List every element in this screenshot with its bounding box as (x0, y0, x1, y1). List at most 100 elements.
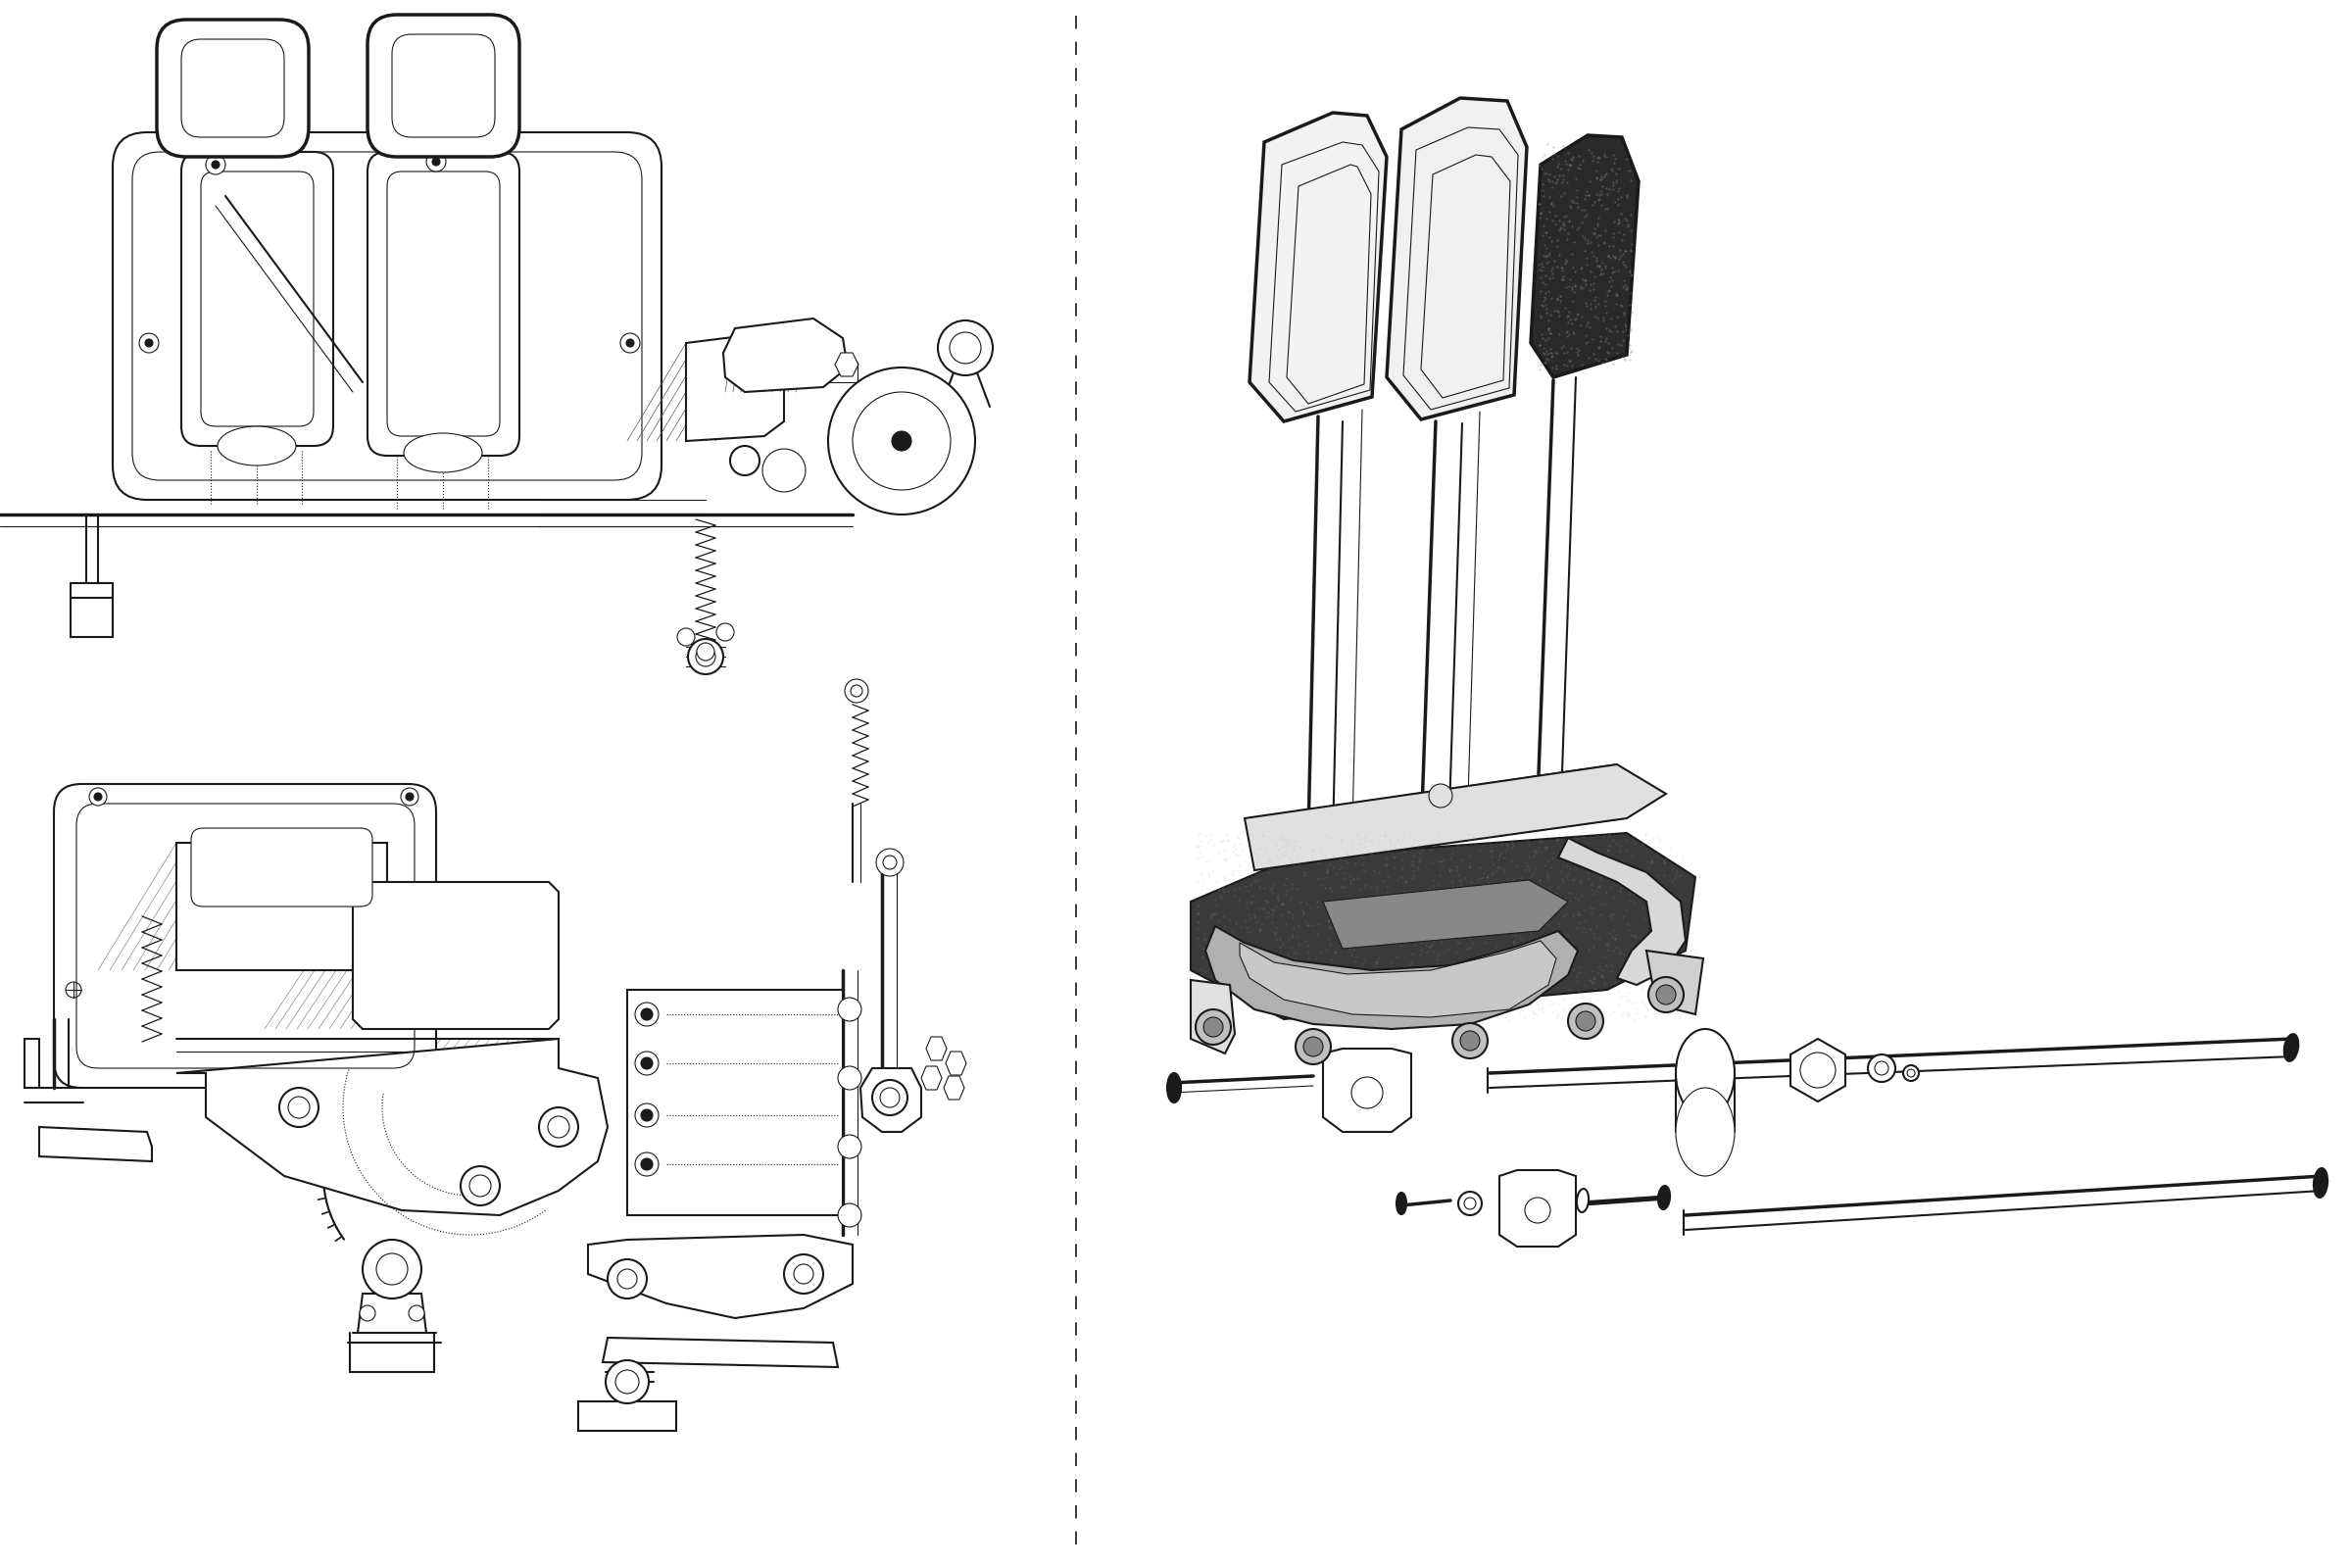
Circle shape (635, 1152, 659, 1176)
Ellipse shape (1658, 1185, 1670, 1209)
Polygon shape (835, 353, 858, 376)
FancyBboxPatch shape (158, 19, 308, 157)
Circle shape (837, 1135, 861, 1159)
Polygon shape (588, 1236, 854, 1319)
Polygon shape (1501, 1170, 1576, 1247)
Circle shape (1303, 1036, 1322, 1057)
Circle shape (891, 431, 913, 452)
Circle shape (360, 1305, 376, 1320)
Circle shape (1204, 1018, 1223, 1036)
Circle shape (1576, 1011, 1595, 1032)
Polygon shape (861, 1068, 922, 1132)
Ellipse shape (219, 426, 296, 466)
Circle shape (844, 679, 868, 702)
Ellipse shape (1675, 1088, 1736, 1176)
Polygon shape (1531, 135, 1639, 378)
Circle shape (621, 334, 640, 353)
Polygon shape (1249, 113, 1388, 422)
Circle shape (873, 1080, 908, 1115)
Circle shape (1649, 977, 1684, 1013)
Polygon shape (1646, 950, 1703, 1014)
Circle shape (783, 1254, 823, 1294)
Circle shape (212, 162, 219, 168)
Circle shape (640, 1057, 654, 1069)
Circle shape (837, 997, 861, 1021)
Ellipse shape (1576, 1189, 1588, 1212)
Polygon shape (579, 1402, 677, 1430)
Polygon shape (1190, 980, 1235, 1054)
FancyBboxPatch shape (54, 784, 435, 1088)
Circle shape (677, 629, 694, 646)
Bar (823, 362, 858, 383)
Circle shape (635, 1002, 659, 1025)
Polygon shape (1207, 927, 1578, 1029)
Circle shape (280, 1088, 318, 1127)
Polygon shape (1190, 833, 1696, 1019)
Polygon shape (946, 1052, 967, 1076)
Circle shape (938, 320, 993, 375)
Polygon shape (1559, 837, 1686, 985)
Polygon shape (1240, 941, 1557, 1018)
Polygon shape (943, 1076, 964, 1099)
Polygon shape (1244, 765, 1665, 870)
FancyBboxPatch shape (367, 152, 520, 456)
Circle shape (1454, 1022, 1489, 1058)
Circle shape (762, 448, 804, 492)
Polygon shape (687, 334, 783, 441)
Ellipse shape (2284, 1033, 2298, 1062)
Circle shape (1903, 1065, 1919, 1080)
Circle shape (635, 1104, 659, 1127)
Circle shape (409, 1305, 423, 1320)
Circle shape (729, 445, 760, 475)
Polygon shape (353, 881, 560, 1029)
FancyBboxPatch shape (367, 14, 520, 157)
Circle shape (1430, 784, 1454, 808)
Circle shape (837, 1066, 861, 1090)
FancyBboxPatch shape (181, 152, 334, 445)
Circle shape (1799, 1052, 1835, 1088)
Circle shape (539, 1107, 579, 1146)
Circle shape (207, 155, 226, 174)
Bar (176, 844, 388, 971)
Polygon shape (927, 1036, 946, 1060)
Circle shape (689, 640, 724, 674)
Circle shape (626, 339, 635, 347)
Bar (24, 1038, 40, 1088)
Circle shape (362, 1240, 421, 1298)
Circle shape (1656, 985, 1675, 1005)
Circle shape (828, 367, 976, 514)
Circle shape (1867, 1054, 1896, 1082)
Polygon shape (1322, 880, 1569, 949)
Circle shape (717, 622, 734, 641)
Polygon shape (922, 1066, 941, 1090)
FancyBboxPatch shape (113, 132, 661, 500)
Polygon shape (1388, 97, 1526, 419)
Circle shape (640, 1008, 654, 1021)
Polygon shape (1790, 1038, 1846, 1101)
Polygon shape (176, 1038, 607, 1215)
Polygon shape (724, 318, 847, 392)
Circle shape (640, 1159, 654, 1170)
Circle shape (640, 1110, 654, 1121)
Polygon shape (1270, 143, 1378, 411)
Circle shape (875, 848, 903, 877)
Circle shape (1195, 1010, 1230, 1044)
Circle shape (426, 152, 447, 171)
Circle shape (89, 787, 106, 806)
Circle shape (837, 1204, 861, 1226)
Circle shape (407, 793, 414, 801)
Ellipse shape (2314, 1168, 2328, 1198)
Circle shape (400, 787, 419, 806)
Circle shape (94, 793, 101, 801)
Circle shape (1296, 1029, 1331, 1065)
Circle shape (1461, 1032, 1479, 1051)
Ellipse shape (1675, 1029, 1736, 1116)
Polygon shape (1404, 127, 1517, 409)
Polygon shape (40, 1127, 153, 1162)
Circle shape (146, 339, 153, 347)
Circle shape (1458, 1192, 1482, 1215)
Ellipse shape (1167, 1073, 1181, 1102)
Circle shape (139, 334, 160, 353)
Circle shape (461, 1167, 501, 1206)
Circle shape (696, 643, 715, 660)
